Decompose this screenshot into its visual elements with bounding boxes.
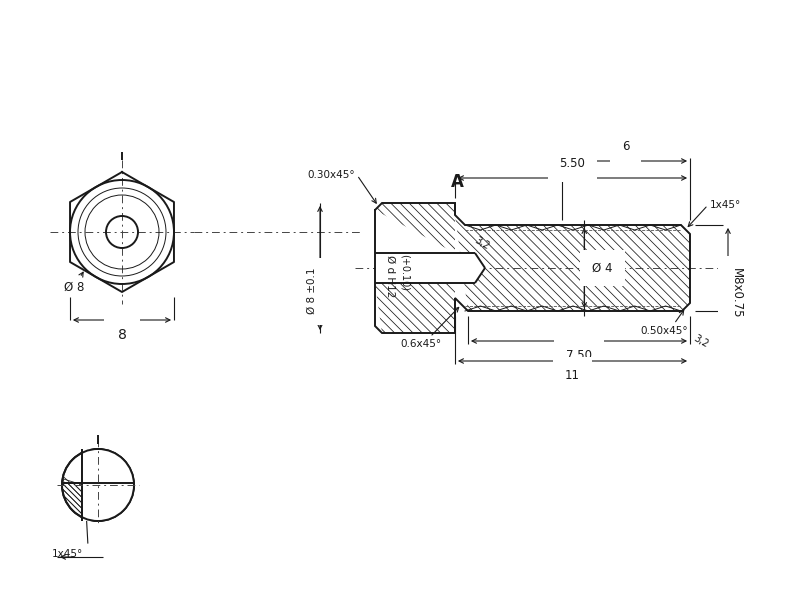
Text: Ø d H12: Ø d H12: [385, 255, 395, 297]
Text: 3,2: 3,2: [692, 333, 710, 349]
Text: Ø 8: Ø 8: [64, 272, 84, 294]
Text: 11: 11: [565, 369, 580, 382]
Text: (+0.10): (+0.10): [400, 255, 410, 291]
Text: M8x0.75: M8x0.75: [730, 268, 742, 319]
Text: 1x45°: 1x45°: [710, 200, 742, 210]
Polygon shape: [375, 253, 485, 283]
Text: 3,2: 3,2: [473, 235, 491, 251]
Text: 0.30x45°: 0.30x45°: [307, 170, 355, 180]
Text: 1x45°: 1x45°: [52, 549, 83, 559]
Text: 5.50: 5.50: [559, 157, 586, 170]
Text: 6: 6: [622, 140, 630, 153]
Polygon shape: [82, 449, 134, 521]
Text: A: A: [450, 173, 463, 191]
Text: 0.6x45°: 0.6x45°: [400, 339, 441, 349]
Text: Ø 4: Ø 4: [592, 261, 613, 274]
Text: Ø 8 ±0.1: Ø 8 ±0.1: [307, 268, 317, 314]
Text: 7.50: 7.50: [566, 349, 592, 362]
Text: 0.50x45°: 0.50x45°: [640, 326, 688, 336]
Text: 8: 8: [118, 328, 126, 342]
